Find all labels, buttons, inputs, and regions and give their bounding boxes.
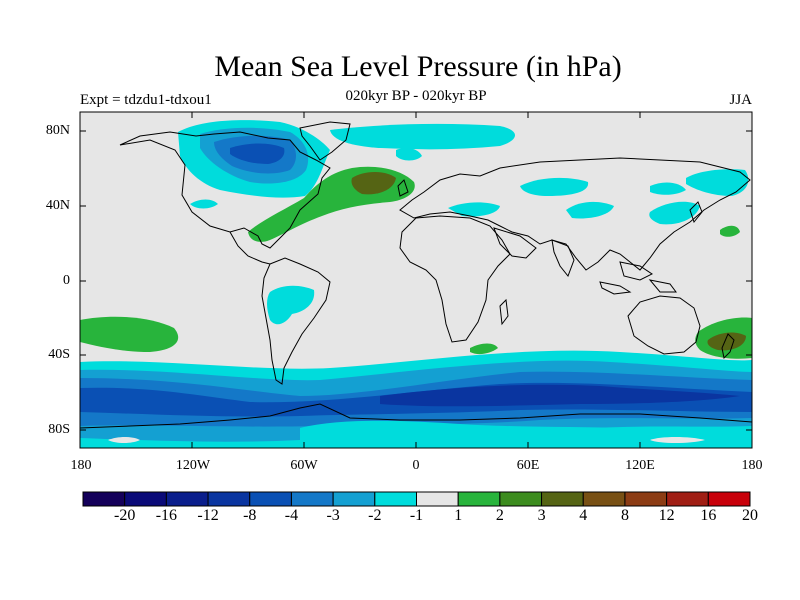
north-pacific-patch-minus1 [649, 201, 700, 225]
tasman-high-plus2 [707, 332, 746, 351]
north-atlantic-high-plus2 [351, 172, 396, 195]
south-america-patch-minus1 [267, 285, 315, 325]
axis-ticks [79, 112, 753, 448]
antarctic-patch-minus1 [300, 420, 680, 448]
colorbar-label-2: -12 [197, 507, 219, 524]
lat-tick-0: 0 [63, 273, 70, 288]
asia-patch-minus1 [650, 182, 686, 195]
lat-tick-80n: 80N [45, 123, 70, 138]
coast-north-america [119, 131, 331, 249]
lon-tick-180w: 180 [70, 458, 92, 473]
coast-eurasia [399, 157, 751, 271]
lon-tick-60w: 60W [290, 458, 318, 473]
experiment-label: Expt = tdzdu1-tdxou1 [80, 92, 212, 108]
pressure-contours [80, 120, 752, 448]
colorbar-swatch-9 [457, 491, 501, 507]
arctic-core-minus4 [230, 143, 285, 164]
antarctic-patch-minus2 [90, 428, 210, 440]
colorbar-label-7: -1 [409, 507, 424, 524]
colorbar-label-6: -2 [368, 507, 382, 524]
coast-uk [397, 179, 409, 197]
colorbar-label-14: 16 [700, 507, 717, 524]
lat-tick-40n: 40N [45, 198, 70, 213]
colorbar-swatch-13 [624, 491, 668, 507]
colorbar-label-10: 3 [537, 507, 546, 524]
colorbar-label-15: 20 [742, 507, 758, 524]
coast-central-america [229, 231, 271, 265]
colorbar-label-3: -8 [243, 507, 257, 524]
colorbar-label-9: 2 [495, 507, 504, 524]
mediterranean-patch-minus1 [448, 202, 500, 217]
coast-arabia [493, 227, 537, 259]
colorbar-swatch-0 [82, 491, 126, 507]
coast-southeast-asia-islands [599, 261, 677, 295]
season-label: JJA [729, 92, 752, 108]
chart-title: Mean Sea Level Pressure (in hPa) [214, 50, 622, 83]
colorbar-swatch-5 [290, 491, 334, 507]
colorbar-label-5: -3 [326, 507, 340, 524]
colorbar-swatch-4 [249, 491, 292, 507]
colorbar-label-1: -16 [155, 507, 178, 524]
colorbar-label-13: 12 [658, 507, 675, 524]
siberia-patch-minus1 [520, 177, 589, 196]
antarctic-white-1 [108, 437, 140, 443]
coast-greenland [299, 121, 351, 161]
coast-india [551, 239, 575, 277]
colorbar-label-11: 4 [579, 507, 588, 524]
colorbar-swatch-6 [332, 491, 376, 507]
antarctic-white-2 [650, 437, 705, 443]
colorbar-swatch-14 [666, 491, 709, 507]
barents-patch-minus1 [396, 148, 422, 161]
colorbar-label-4: -4 [284, 507, 299, 524]
colorbar-swatch-15 [707, 491, 751, 507]
colorbar-label-8: 1 [454, 507, 463, 524]
colorbar-label-0: -20 [114, 507, 136, 524]
north-america-patch-minus1 [190, 199, 218, 209]
south-atlantic-patch-plus1 [470, 343, 498, 355]
coast-japan [689, 201, 703, 224]
coast-south-america [261, 257, 331, 385]
coast-antarctica [80, 403, 752, 429]
colorbar-swatch-1 [124, 491, 167, 507]
west-pacific-patch-plus1 [720, 225, 740, 237]
arctic-ocean-minus1 [330, 123, 515, 150]
colorbar [82, 491, 751, 507]
colorbar-swatch-10 [499, 491, 543, 507]
lon-tick-120e: 120E [625, 458, 655, 473]
southern-ocean-core-minus8 [380, 384, 740, 407]
colorbar-label-12: 8 [620, 507, 629, 524]
northeast-pacific-minus1 [686, 169, 749, 196]
lon-tick-180e: 180 [741, 458, 763, 473]
lon-tick-60e: 60E [516, 458, 540, 473]
coastlines [80, 121, 752, 429]
colorbar-swatch-11 [541, 491, 584, 507]
central-asia-patch-minus1 [566, 201, 614, 219]
coast-australia [627, 295, 701, 355]
coast-africa [399, 215, 511, 343]
lon-tick-0: 0 [412, 458, 420, 473]
south-pacific-high-plus1 [80, 316, 179, 352]
coast-new-zealand [721, 333, 735, 360]
chart-subtitle: 020kyr BP - 020kyr BP [345, 88, 487, 104]
colorbar-swatch-3 [207, 491, 251, 507]
colorbar-swatch-2 [165, 491, 209, 507]
colorbar-swatch-8 [416, 491, 459, 507]
lat-tick-40s: 40S [48, 347, 70, 362]
coast-madagascar [499, 298, 509, 326]
colorbar-swatch-7 [374, 491, 417, 507]
lat-tick-80s: 80S [48, 422, 70, 437]
lon-tick-120w: 120W [175, 458, 211, 473]
colorbar-swatch-12 [582, 491, 626, 507]
